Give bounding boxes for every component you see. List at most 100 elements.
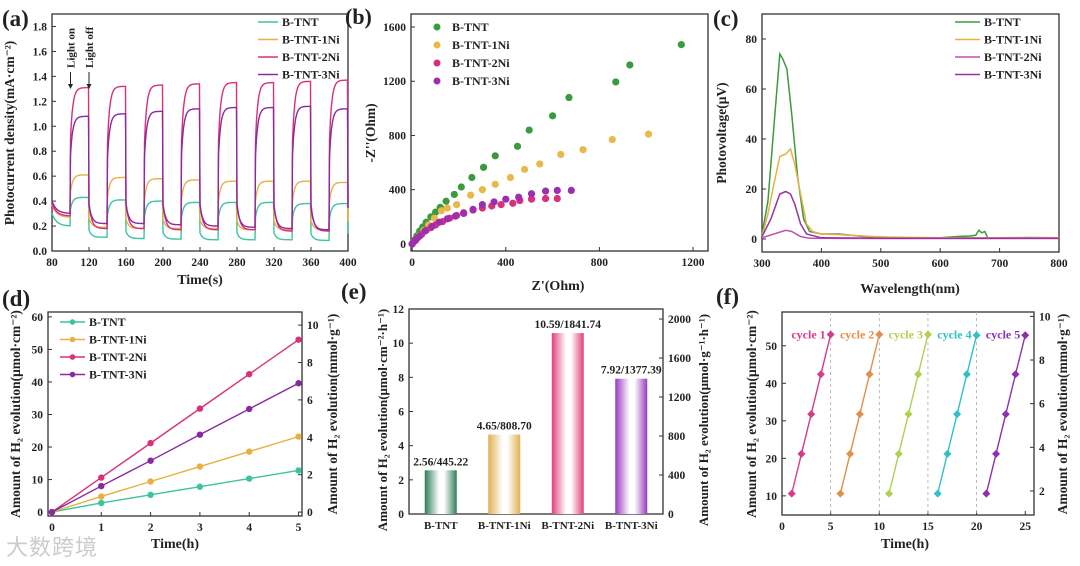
legend-entry: B-TNT-2Ni [60, 350, 147, 364]
bar-data-label: 7.92/1377.39 [601, 365, 662, 377]
data-point [490, 198, 498, 206]
y-right-tick-label: 10 [307, 320, 319, 332]
y-tick-label: 20 [746, 184, 758, 196]
y-tick-label: 0.6 [33, 171, 48, 183]
data-point [953, 410, 962, 419]
series-line-b-tnt-3ni [761, 190, 1059, 240]
legend-label: B-TNT-2Ni [452, 56, 510, 70]
legend-marker [433, 41, 441, 49]
y-tick-label: 1.2 [33, 96, 48, 108]
data-point [246, 405, 253, 413]
data-point [196, 431, 204, 438]
y-tick-label: 50 [32, 344, 44, 356]
y-axis-label: Amount of H₂ evolution(μmol·cm⁻²) [744, 310, 759, 518]
y-right-tick-label: 6 [1039, 399, 1045, 411]
x-tick-label: 25 [1019, 521, 1031, 533]
legend-entry: B-TNT-1Ni [433, 38, 510, 52]
data-point [479, 163, 488, 171]
y-tick-label: 0 [37, 507, 43, 519]
y-tick-label: 1200 [383, 76, 406, 88]
data-point [443, 204, 451, 212]
data-point [415, 232, 423, 241]
legend-label: B-TNT [984, 15, 1021, 29]
y-tick-label: 1.4 [33, 71, 48, 83]
y-right-tick-label: 8 [1039, 355, 1045, 367]
y-right-axis-label: Amount of H₂ evolution(mmol·g⁻¹) [1055, 314, 1070, 515]
y-tick-label: 60 [32, 312, 44, 324]
panel-label: (f) [716, 284, 739, 309]
data-point [982, 489, 991, 498]
y-tick-label: 12 [393, 304, 405, 316]
data-point [1011, 370, 1020, 379]
legend-entry: B-TNT [955, 15, 1021, 29]
y-tick-label: 2 [398, 475, 404, 487]
legend-entry: B-TNT [433, 20, 489, 34]
data-point [865, 370, 874, 379]
data-point [196, 483, 204, 490]
y-right-tick-label: 0 [307, 507, 313, 519]
legend-entry: B-TNT-3Ni [433, 74, 510, 88]
legend-entry: B-TNT [60, 315, 126, 329]
panel-b: (b) 0 400 800 1200 0 400 800 1200 1600 Z'(Ohm) -Z''… [345, 4, 709, 294]
data-point [972, 331, 981, 340]
data-point [612, 78, 620, 86]
panel-e: (e) 0 2 4 6 8 10 12 0 400 800 1200 1600 2000 Amount of… [341, 279, 711, 532]
data-point [816, 370, 825, 379]
y-right-tick-label: 800 [668, 431, 686, 443]
y-right-tick-label: 4 [307, 432, 313, 444]
y-tick-label: 0.0 [33, 246, 48, 258]
data-point [443, 215, 451, 223]
x-tick-label: 700 [991, 258, 1009, 270]
bar-b-tnt-2ni [551, 333, 584, 514]
x-axis-label: Wavelength(nm) [860, 282, 960, 297]
y-tick-label: 30 [32, 409, 44, 421]
legend-entry: B-TNT-1Ni [60, 333, 147, 347]
x-tick-label: 240 [191, 257, 209, 269]
y-axis-label: Amount of H₂ evolution(μmol·cm⁻²·h⁻¹) [375, 309, 390, 531]
data-point [515, 193, 523, 201]
data-point [478, 201, 486, 209]
x-tick-label: 280 [228, 257, 246, 269]
data-point [626, 61, 634, 69]
panel-label: (d) [2, 286, 30, 311]
y-tick-label: 0 [398, 509, 404, 521]
legend-entry: B-TNT-1Ni [955, 33, 1042, 47]
x-tick-label: 15 [922, 521, 934, 533]
data-point [295, 433, 302, 440]
legend-label: B-TNT-1Ni [282, 33, 340, 47]
data-point [460, 209, 468, 218]
plot-frame [761, 13, 1060, 253]
cycle-label: cycle 2 [840, 328, 874, 342]
y-tick-label: 60 [746, 84, 758, 96]
y-tick-label: 1.6 [33, 46, 48, 58]
annotation-light-on: Light on [66, 28, 78, 68]
series-line-b-tnt-3ni [51, 382, 299, 513]
data-point [541, 194, 550, 203]
data-point [468, 173, 476, 182]
legend-marker [69, 319, 76, 325]
data-point [527, 195, 536, 203]
legend-label: B-TNT-2Ni [282, 50, 340, 64]
data-point [875, 330, 884, 339]
legend-label: B-TNT-2Ni [984, 50, 1042, 64]
category-label: B-TNT [424, 520, 458, 532]
x-tick-label: 0 [409, 257, 415, 269]
data-point [147, 457, 154, 464]
data-point [536, 160, 544, 168]
arrow-head-icon [86, 84, 92, 89]
x-tick-label: 300 [753, 258, 771, 270]
y-right-tick-label: 4 [1039, 442, 1045, 454]
data-point [846, 449, 855, 458]
data-point [894, 449, 903, 458]
data-point [520, 165, 529, 173]
cycle-label: cycle 1 [791, 328, 825, 342]
data-point [1001, 410, 1010, 419]
data-point [787, 489, 796, 498]
data-point [98, 493, 105, 500]
legend-entry: B-TNT-1Ni [258, 33, 340, 47]
data-point [246, 448, 253, 455]
data-point [509, 199, 517, 207]
data-point [565, 93, 573, 102]
data-point [428, 222, 436, 230]
y-axis-label: -Z''(Ohm) [363, 103, 378, 162]
